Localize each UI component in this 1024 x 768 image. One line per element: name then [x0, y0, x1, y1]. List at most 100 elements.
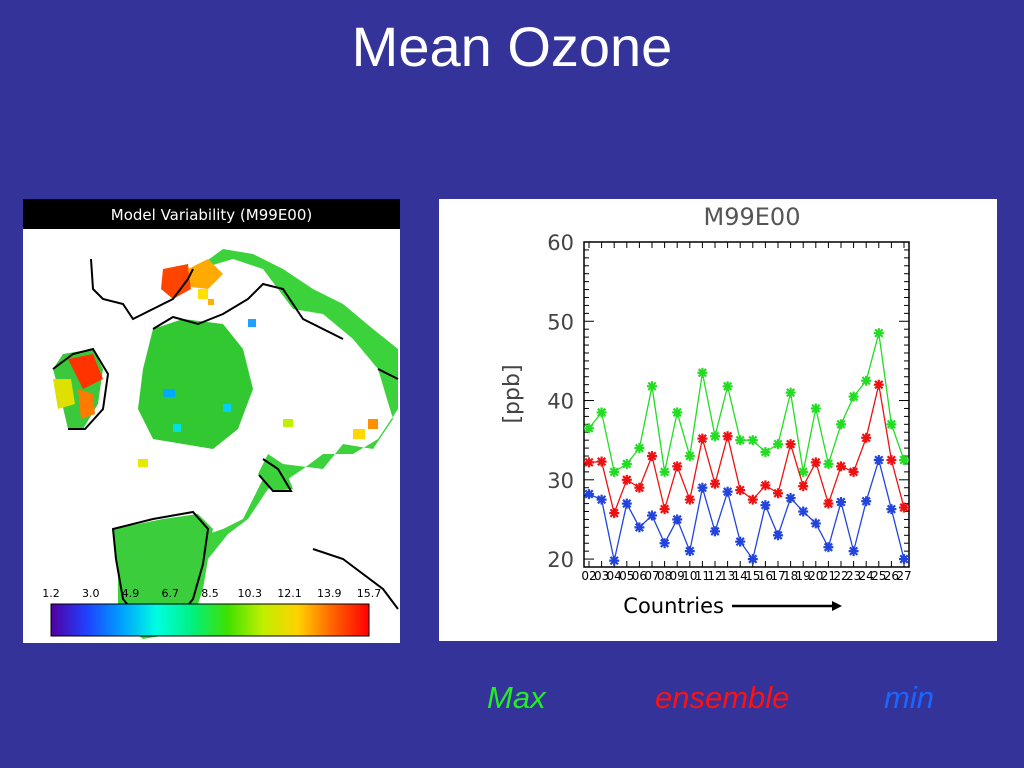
data-point-min	[785, 493, 796, 504]
data-point-min	[710, 526, 720, 537]
data-point-max	[584, 423, 594, 434]
data-point-max	[810, 403, 821, 414]
data-point-min	[861, 496, 872, 507]
x-tick-label: 16	[758, 569, 773, 583]
x-tick-label: 13	[720, 569, 735, 583]
colorbar-gradient	[50, 603, 370, 637]
data-point-min	[634, 522, 645, 533]
colorbar-tick-label: 8.5	[201, 587, 219, 600]
legend-ensemble: ensemble	[655, 680, 790, 715]
data-point-ensemble	[672, 461, 683, 472]
data-point-ensemble	[735, 485, 746, 496]
data-point-min	[747, 554, 758, 565]
data-point-max	[722, 381, 733, 392]
y-tick-label: 50	[547, 310, 574, 334]
data-point-max	[647, 381, 657, 392]
slide-title: Mean Ozone	[351, 15, 673, 78]
data-point-ensemble	[810, 457, 821, 468]
x-tick-label: 08	[657, 569, 672, 583]
data-point-min	[735, 536, 746, 547]
data-point-max	[836, 419, 846, 430]
data-point-ensemble	[848, 466, 859, 477]
x-tick-label: 09	[670, 569, 685, 583]
data-point-min	[760, 500, 771, 511]
data-point-max	[873, 328, 884, 339]
ozone-variability-map: Model Variability (M99E00)	[23, 199, 400, 643]
data-point-min	[848, 546, 859, 557]
model-field	[53, 249, 398, 639]
data-point-ensemble	[861, 432, 872, 443]
data-point-ensemble	[596, 456, 607, 467]
data-point-ensemble	[659, 504, 670, 515]
chart-title: M99E00	[704, 203, 801, 231]
x-tick-label: 06	[632, 569, 647, 583]
data-point-ensemble	[684, 494, 695, 505]
colorbar-tick-label: 1.2	[42, 587, 60, 600]
colorbar-tick-label: 3.0	[82, 587, 100, 600]
x-tick-label: 27	[896, 569, 911, 583]
chart-legend: Max ensemble min	[0, 676, 1024, 720]
data-point-min	[873, 454, 884, 465]
colorbar: 1.2 3.0 4.9 6.7 8.5 10.3 12.1 13.9 15.7	[42, 587, 382, 637]
data-point-ensemble	[647, 451, 657, 462]
legend-max: Max	[487, 680, 546, 715]
colorbar-tick-label: 13.9	[317, 587, 342, 600]
data-point-max	[823, 458, 834, 469]
x-tick-label: 02	[581, 569, 596, 583]
data-point-ensemble	[785, 439, 796, 450]
data-point-min	[684, 546, 695, 557]
x-tick-label: 20	[808, 569, 823, 583]
coastlines	[52, 258, 399, 625]
data-point-max	[697, 367, 708, 378]
x-tick-label: 10	[682, 569, 697, 583]
x-axis-label: Countries	[623, 594, 724, 618]
x-tick-label: 24	[859, 569, 874, 583]
y-axis-label: [ppb]	[500, 364, 525, 423]
colorbar-tick-label: 4.9	[122, 587, 140, 600]
data-point-max	[798, 466, 809, 477]
x-tick-label: 21	[821, 569, 836, 583]
data-point-min	[647, 510, 657, 521]
colorbar-tick-label: 12.1	[277, 587, 302, 600]
x-tick-label: 19	[796, 569, 811, 583]
data-point-min	[798, 506, 809, 517]
y-tick-label: 30	[547, 469, 574, 493]
y-tick-label: 60	[547, 231, 574, 255]
data-point-max	[785, 387, 796, 398]
data-point-max	[596, 407, 607, 418]
data-point-ensemble	[873, 379, 884, 390]
data-point-min	[621, 498, 632, 509]
line-chart: M99E00 [ppb] 203040506002030405060708091…	[500, 203, 912, 618]
x-tick-label: 12	[707, 569, 722, 583]
x-tick-label: 05	[619, 569, 634, 583]
x-tick-label: 11	[695, 569, 710, 583]
data-point-min	[672, 514, 683, 525]
data-point-max	[848, 391, 859, 402]
data-point-max	[659, 466, 670, 477]
data-point-ensemble	[836, 461, 846, 472]
map-title: Model Variability (M99E00)	[110, 206, 313, 224]
countries-arrow	[732, 601, 842, 611]
data-point-max	[735, 435, 746, 446]
series-line-max	[588, 332, 905, 473]
data-point-min	[886, 504, 897, 515]
data-point-max	[672, 407, 683, 418]
data-point-min	[823, 542, 834, 553]
data-point-ensemble	[584, 457, 594, 468]
chart-panel: M99E00 [ppb] 20 30 40 50 60 02 03 04 05 06 07 08 09 1…	[439, 199, 997, 641]
data-point-ensemble	[798, 481, 809, 492]
colorbar-tick-label: 15.7	[357, 587, 382, 600]
data-point-ensemble	[760, 480, 771, 491]
data-point-ensemble	[722, 431, 733, 442]
data-point-max	[710, 431, 720, 442]
plot-frame	[583, 241, 910, 568]
data-point-min	[836, 497, 846, 507]
data-point-min	[596, 494, 607, 505]
data-point-max	[747, 435, 758, 446]
x-tick-label: 22	[833, 569, 848, 583]
data-point-min	[899, 554, 909, 565]
x-tick-label: 03	[594, 569, 609, 583]
x-tick-label: 15	[745, 569, 760, 583]
data-point-min	[773, 530, 783, 541]
data-point-min	[609, 555, 620, 566]
